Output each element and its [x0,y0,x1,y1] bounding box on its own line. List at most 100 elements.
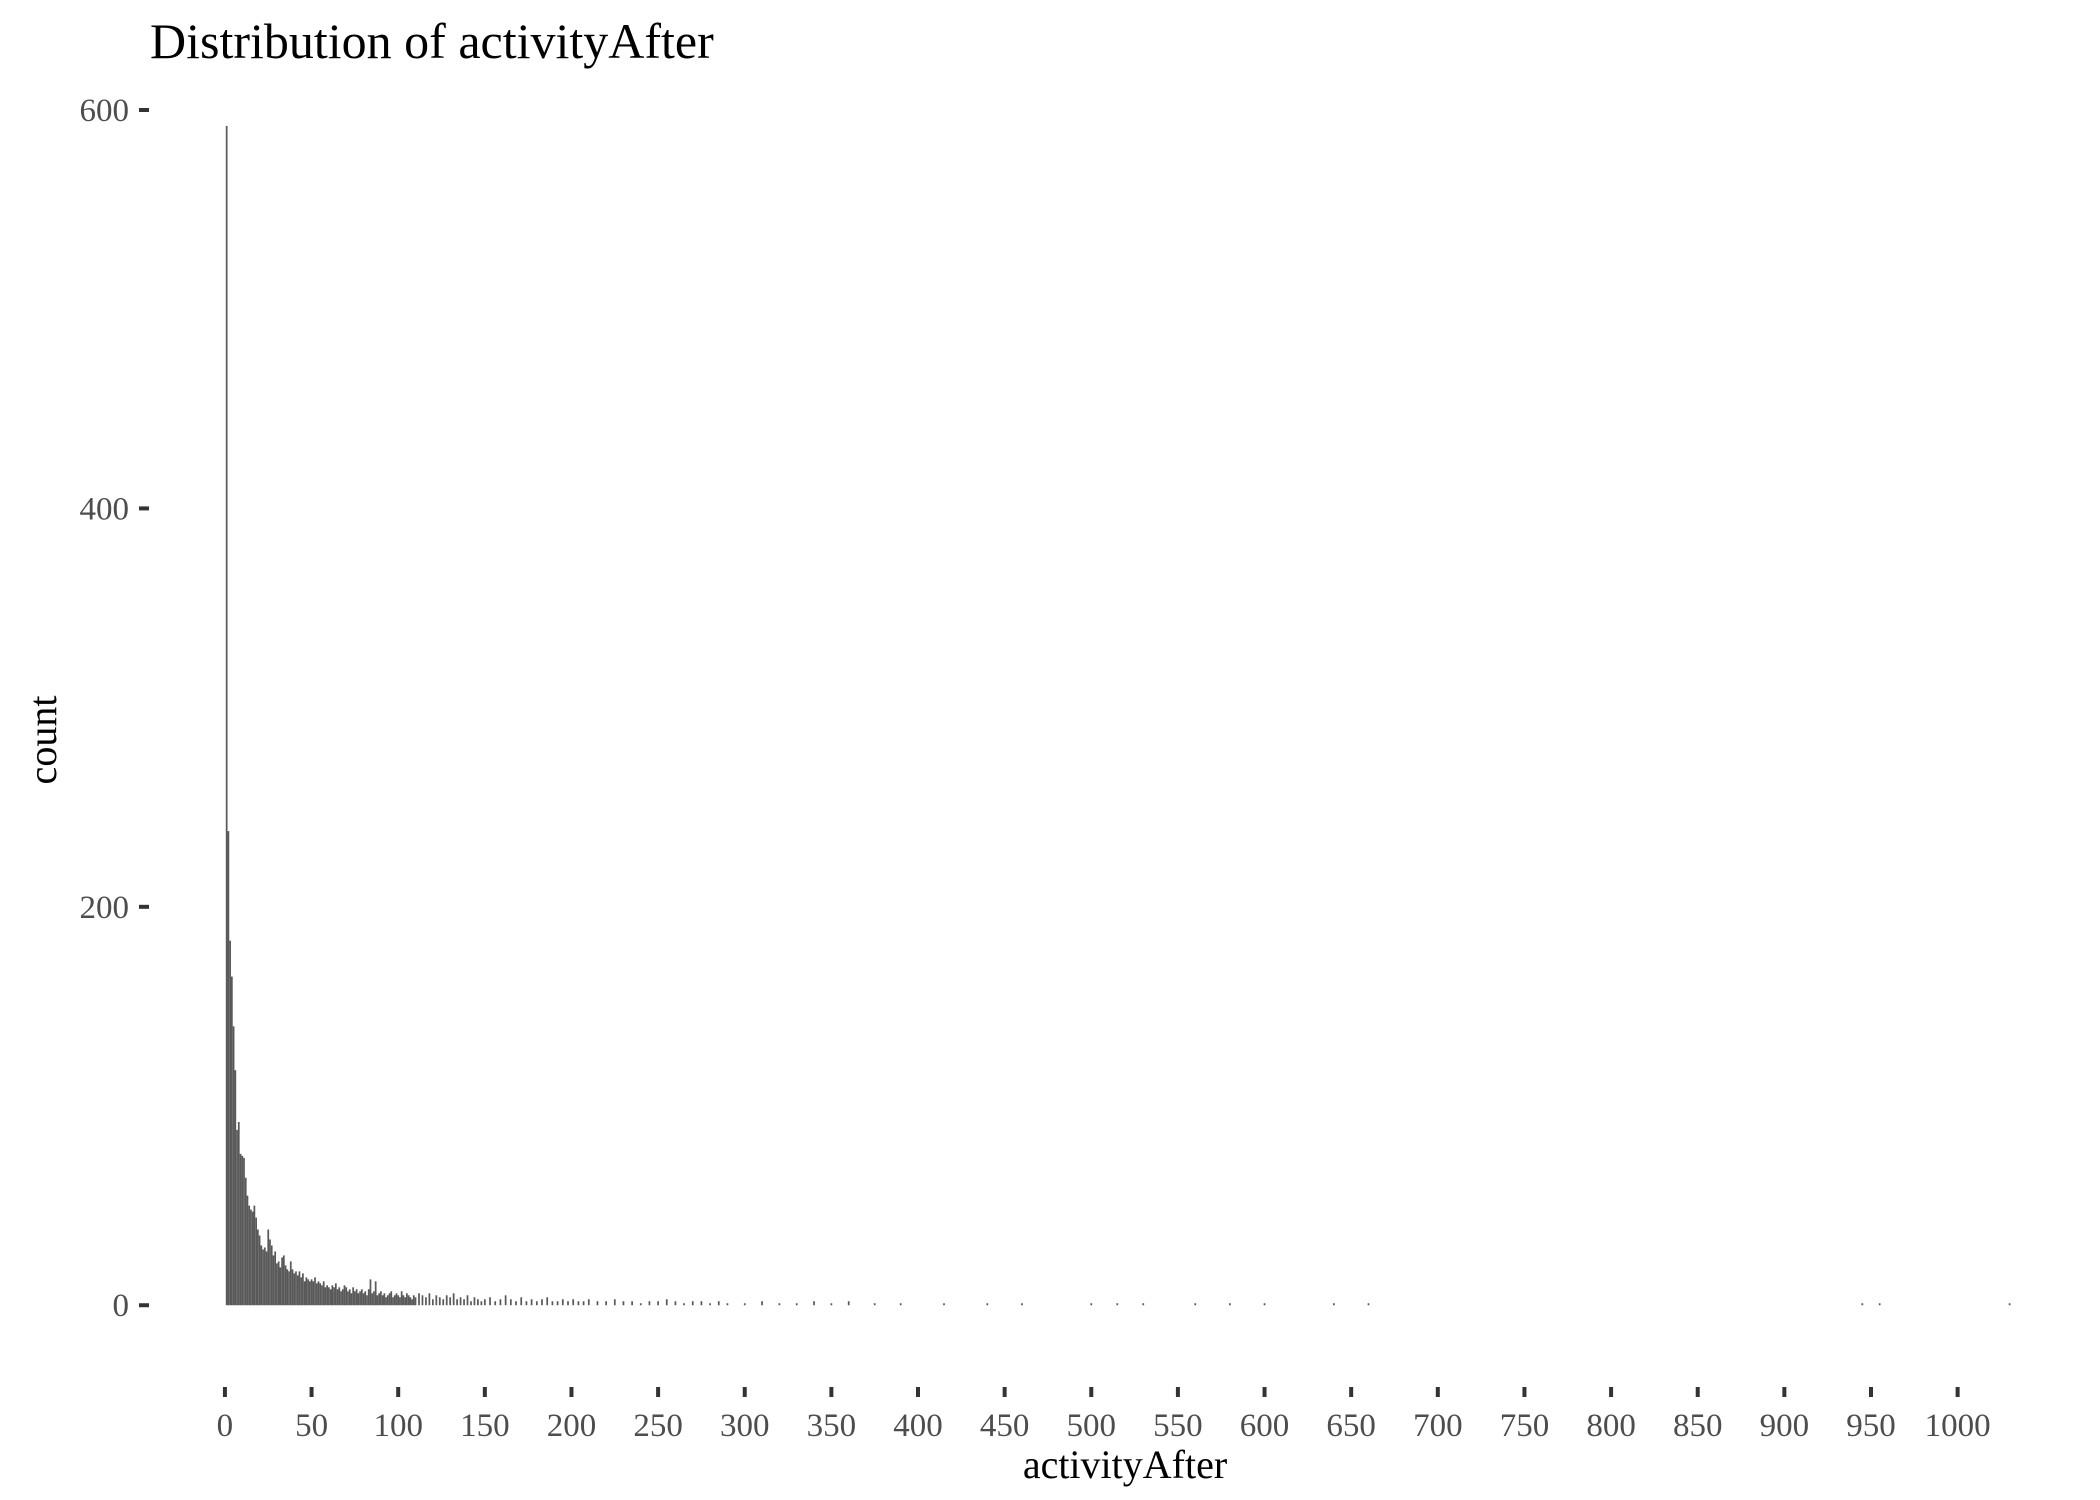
bar-74 [352,1287,355,1306]
bar-46 [303,1281,306,1306]
bar-30 [276,1263,278,1306]
bar-177 [530,1299,533,1306]
bar-955 [1878,1303,1881,1306]
bar-36 [286,1269,289,1306]
bar-16 [251,1211,254,1306]
bar-260 [674,1301,677,1306]
bar-18 [255,1217,257,1306]
bar-73 [350,1293,353,1306]
bar-580 [1229,1303,1231,1306]
bar-58 [324,1287,327,1306]
bar-24 [265,1251,268,1306]
y-tick-label-400: 400 [80,491,130,527]
bar-106 [407,1295,410,1306]
bar-40 [293,1273,296,1306]
bar-270 [691,1301,694,1306]
x-tick-label-350: 350 [807,1408,857,1444]
bar-70 [345,1287,348,1306]
bar-11 [243,1157,245,1306]
bar-600 [1263,1303,1266,1306]
bar-340 [813,1301,815,1306]
bar-265 [683,1303,685,1306]
bar-77 [357,1293,360,1306]
bar-95 [388,1293,391,1306]
bar-220 [605,1301,607,1306]
bar-250 [657,1301,659,1306]
bar-3 [229,940,231,1306]
bar-640 [1332,1303,1335,1306]
bar-35 [284,1265,287,1306]
bar-86 [373,1291,375,1306]
x-axis-title: activityAfter [1023,1442,1227,1487]
x-tick-label-150: 150 [460,1408,510,1444]
bar-122 [435,1295,438,1306]
bar-320 [778,1303,781,1306]
x-tick-label-250: 250 [633,1408,683,1444]
bar-103 [402,1295,405,1306]
bar-29 [274,1251,277,1306]
bar-4 [230,976,233,1306]
bar-43 [298,1271,301,1306]
bar-20 [258,1235,261,1306]
bar-50 [310,1279,313,1306]
bar-112 [418,1293,420,1306]
bar-21 [260,1245,263,1306]
bar-310 [761,1301,763,1306]
bar-64 [334,1283,337,1306]
bar-183 [541,1299,543,1306]
bar-28 [272,1255,275,1306]
bar-91 [381,1295,384,1306]
x-tick-label-300: 300 [720,1408,770,1444]
bar-132 [452,1293,455,1306]
bar-99 [395,1293,398,1306]
bar-350 [830,1303,833,1306]
bar-78 [359,1291,361,1306]
bar-65 [336,1289,339,1306]
x-tick-label-900: 900 [1760,1408,1810,1444]
bar-201 [572,1299,575,1306]
bar-63 [333,1287,335,1306]
bar-87 [374,1281,377,1306]
bar-47 [305,1277,308,1306]
x-tick-label-450: 450 [980,1408,1030,1444]
bar-93 [385,1297,387,1306]
bar-162 [504,1295,507,1306]
bar-126 [442,1299,445,1306]
bar-101 [399,1297,401,1306]
bar-210 [587,1299,590,1306]
bar-6 [234,1070,237,1306]
bar-62 [331,1285,334,1306]
bar-57 [322,1281,325,1306]
bar-153 [489,1297,491,1306]
x-tick-label-1000: 1000 [1925,1408,1991,1444]
bar-42 [296,1275,299,1306]
bar-45 [302,1273,304,1306]
bar-14 [248,1205,251,1306]
bar-48 [307,1279,309,1306]
bar-1 [225,125,228,1306]
bar-150 [483,1299,486,1306]
bar-80 [362,1293,365,1306]
y-axis: 0 200 400 600 [80,93,149,1324]
bar-415 [943,1303,945,1306]
x-tick-label-850: 850 [1673,1408,1723,1444]
bar-92 [383,1293,386,1306]
bar-23 [263,1247,266,1306]
bar-61 [329,1289,332,1306]
bar-515 [1116,1303,1119,1306]
bar-128 [445,1295,448,1306]
bar-142 [470,1301,472,1306]
bar-37 [288,1271,290,1306]
bar-12 [244,1177,247,1306]
bar-118 [428,1293,431,1306]
bar-71 [347,1291,349,1306]
bar-189 [551,1301,554,1306]
bar-207 [582,1301,585,1306]
bar-49 [308,1281,311,1306]
bar-360 [847,1301,850,1306]
bar-17 [253,1205,256,1306]
bar-110 [414,1297,417,1306]
bar-55 [319,1283,322,1306]
bar-240 [639,1303,642,1306]
x-tick-label-50: 50 [295,1408,328,1444]
